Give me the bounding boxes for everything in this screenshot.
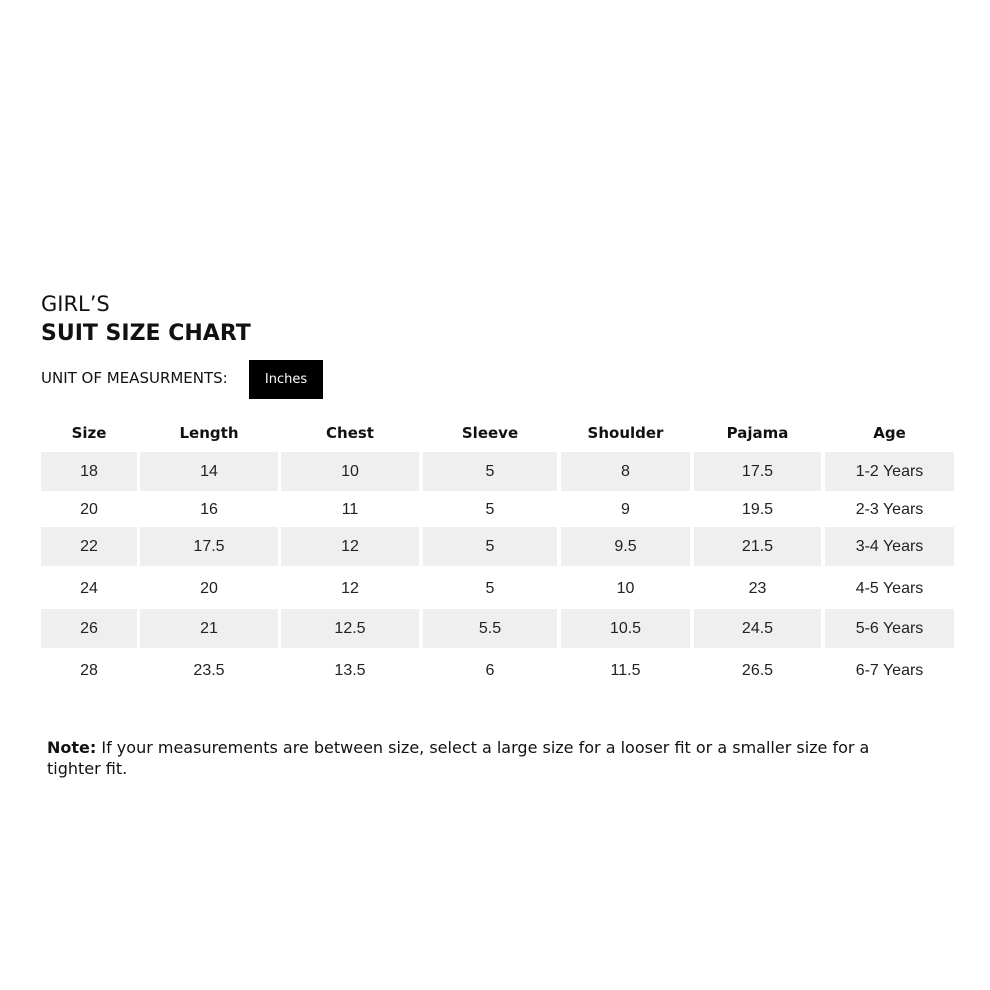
cell-pajama: 21.5 xyxy=(694,527,821,566)
cell-length: 17.5 xyxy=(140,527,278,566)
note-label: Note: xyxy=(47,738,97,757)
cell-age: 2-3 Years xyxy=(855,500,924,518)
cell-sleeve: 5 xyxy=(423,527,557,566)
column-header-age: Age xyxy=(873,424,906,442)
cell-chest: 12.5 xyxy=(281,609,419,648)
cell-shoulder: 10.5 xyxy=(561,609,690,648)
cell-length: 16 xyxy=(200,500,218,518)
column-header-length: Length xyxy=(179,424,239,442)
cell-pajama: 17.5 xyxy=(694,452,821,491)
cell-sleeve: 5.5 xyxy=(423,609,557,648)
cell-chest: 11 xyxy=(341,500,359,518)
cell-size: 28 xyxy=(80,661,98,679)
column-header-size: Size xyxy=(71,424,107,442)
cell-chest: 10 xyxy=(281,452,419,491)
cell-shoulder: 9 xyxy=(621,500,630,518)
cell-shoulder: 8 xyxy=(561,452,690,491)
cell-age: 1-2 Years xyxy=(825,452,954,491)
note: Note: If your measurements are between s… xyxy=(47,737,877,779)
cell-sleeve: 5 xyxy=(485,500,495,518)
table-row: 24 20 12 5 10 23 4-5 Years xyxy=(0,569,990,608)
cell-size: 22 xyxy=(41,527,137,566)
unit-label: UNIT OF MEASURMENTS: xyxy=(41,369,228,387)
column-header-sleeve: Sleeve xyxy=(461,424,519,442)
cell-sleeve: 5 xyxy=(423,452,557,491)
cell-pajama: 19.5 xyxy=(741,500,774,518)
note-text: If your measurements are between size, s… xyxy=(47,738,870,778)
cell-size: 20 xyxy=(80,500,98,518)
cell-shoulder: 9.5 xyxy=(561,527,690,566)
cell-pajama: 23 xyxy=(748,579,767,597)
unit-badge: Inches xyxy=(249,360,323,399)
page-title: SUIT SIZE CHART xyxy=(41,321,251,346)
cell-sleeve: 6 xyxy=(485,661,495,679)
title-line1: GIRL’S xyxy=(41,292,110,316)
cell-age: 5-6 Years xyxy=(825,609,954,648)
table-row: 28 23.5 13.5 6 11.5 26.5 6-7 Years xyxy=(0,651,990,690)
cell-age: 4-5 Years xyxy=(855,579,924,597)
cell-chest: 13.5 xyxy=(334,661,366,679)
cell-shoulder: 11.5 xyxy=(610,661,641,679)
column-header-shoulder: Shoulder xyxy=(587,424,664,442)
cell-chest: 12 xyxy=(281,527,419,566)
table-row: 26 21 12.5 5.5 10.5 24.5 5-6 Years xyxy=(0,609,990,648)
table-row: 18 14 10 5 8 17.5 1-2 Years xyxy=(0,452,990,491)
cell-size: 24 xyxy=(80,579,98,597)
cell-length: 21 xyxy=(140,609,278,648)
cell-pajama: 24.5 xyxy=(694,609,821,648)
cell-pajama: 26.5 xyxy=(741,661,774,679)
cell-age: 6-7 Years xyxy=(855,661,924,679)
cell-age: 3-4 Years xyxy=(825,527,954,566)
column-header-pajama: Pajama xyxy=(726,424,789,442)
cell-size: 26 xyxy=(41,609,137,648)
table-row: 22 17.5 12 5 9.5 21.5 3-4 Years xyxy=(0,527,990,566)
cell-length: 14 xyxy=(140,452,278,491)
cell-sleeve: 5 xyxy=(485,579,495,597)
cell-length: 20 xyxy=(200,579,218,597)
cell-chest: 12 xyxy=(341,579,359,597)
table-row: 20 16 11 5 9 19.5 2-3 Years xyxy=(0,490,990,529)
column-header-chest: Chest xyxy=(326,424,374,442)
cell-shoulder: 10 xyxy=(616,579,635,597)
cell-length: 23.5 xyxy=(193,661,225,679)
cell-size: 18 xyxy=(41,452,137,491)
